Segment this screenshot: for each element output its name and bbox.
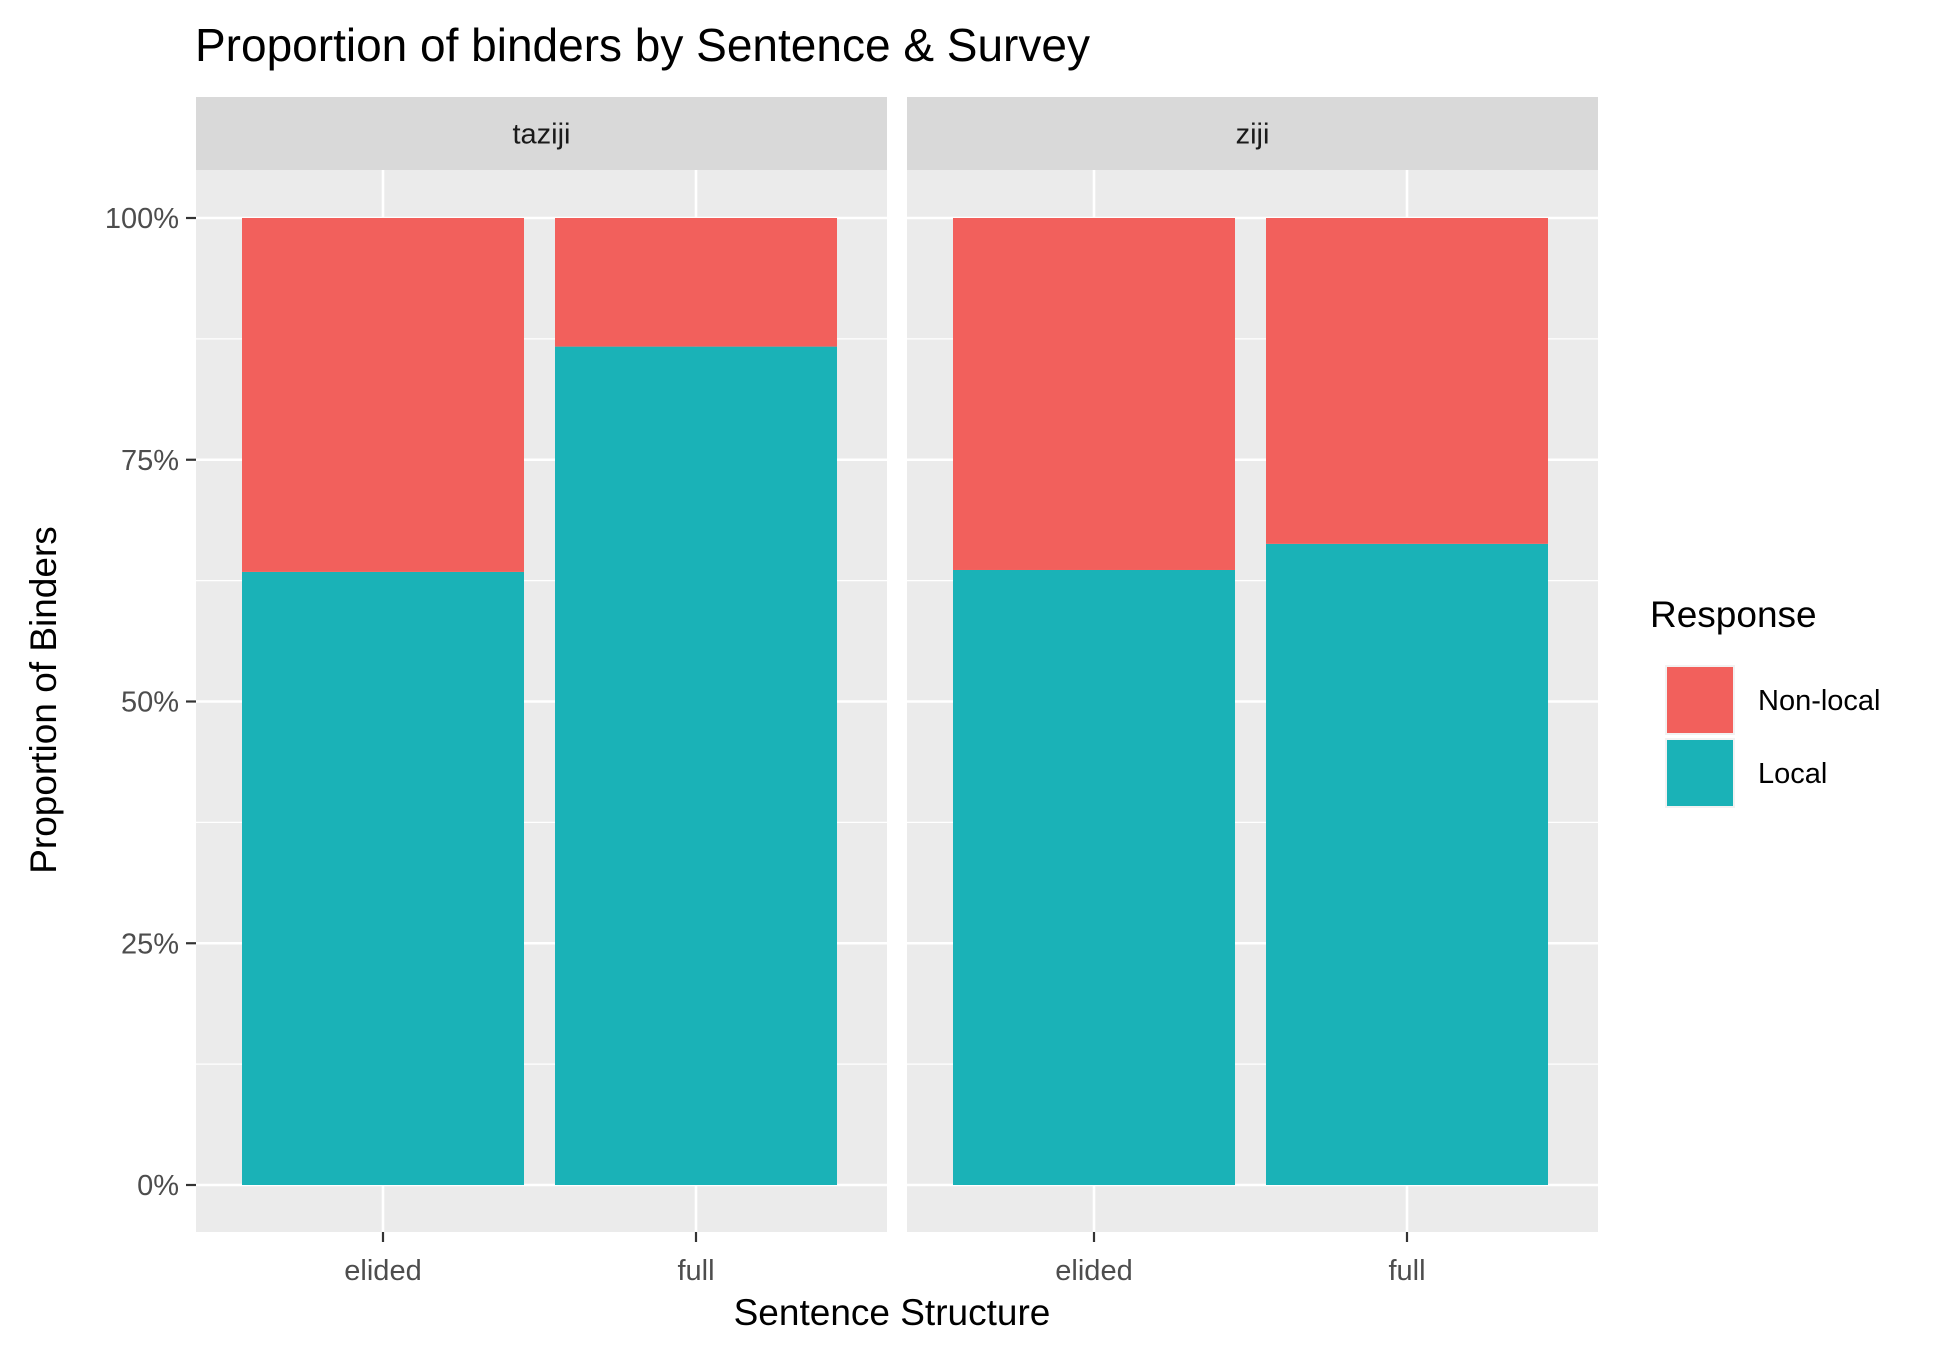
y-axis: 0% 25% 50% 75% 100% bbox=[105, 203, 196, 1202]
strip-bg bbox=[907, 97, 1598, 170]
y-tick-label: 25% bbox=[121, 928, 179, 960]
chart-title: Proportion of binders by Sentence & Surv… bbox=[195, 19, 1090, 71]
strip-label: taziji bbox=[512, 119, 570, 151]
x-tick-label: full bbox=[677, 1255, 714, 1287]
bar-local-elided bbox=[242, 571, 524, 1185]
bar-non-local-full bbox=[555, 218, 837, 347]
bar-non-local-elided bbox=[953, 218, 1235, 570]
legend-label: Non-local bbox=[1758, 685, 1881, 717]
x-axis-title: Sentence Structure bbox=[734, 1292, 1051, 1333]
strip-label: ziji bbox=[1236, 119, 1270, 151]
x-axis: elided full elided full bbox=[344, 1232, 1426, 1287]
bar-local-full bbox=[555, 346, 837, 1186]
legend-label: Local bbox=[1758, 758, 1827, 790]
panel-taziji: taziji bbox=[196, 97, 887, 1232]
x-tick-label: elided bbox=[344, 1255, 421, 1287]
y-tick-label: 50% bbox=[121, 687, 179, 719]
bar-non-local-elided bbox=[242, 218, 524, 572]
bar-non-local-full bbox=[1266, 218, 1548, 544]
y-tick-label: 0% bbox=[137, 1170, 179, 1202]
panel-ziji: ziji bbox=[907, 97, 1598, 1232]
y-tick-label: 100% bbox=[105, 203, 179, 235]
legend-swatch-local bbox=[1667, 740, 1733, 806]
legend: Response Non-local Local bbox=[1650, 594, 1881, 808]
y-axis-title: Proportion of Binders bbox=[23, 526, 64, 874]
legend-title: Response bbox=[1650, 594, 1817, 635]
legend-swatch-non-local bbox=[1667, 667, 1733, 733]
bar-local-full bbox=[1266, 543, 1548, 1185]
strip-bg bbox=[196, 97, 887, 170]
bar-local-elided bbox=[953, 569, 1235, 1185]
panels: taziji ziji bbox=[196, 97, 1598, 1232]
y-tick-label: 75% bbox=[121, 445, 179, 477]
x-tick-label: full bbox=[1388, 1255, 1425, 1287]
x-tick-label: elided bbox=[1055, 1255, 1132, 1287]
